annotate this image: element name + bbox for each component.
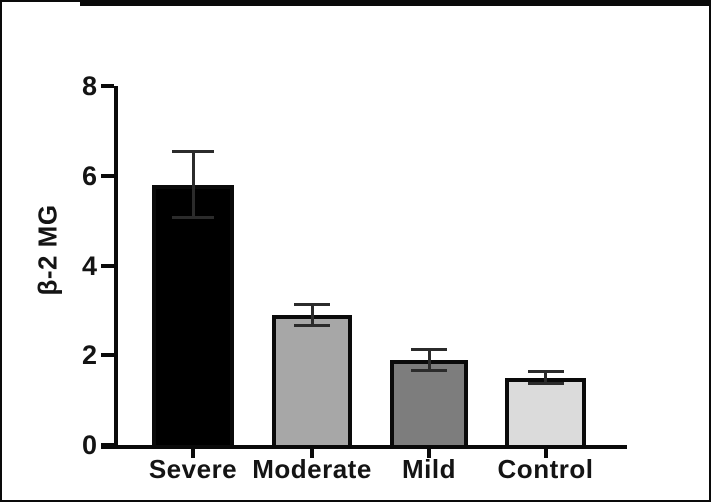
y-tick-label-2: 2 xyxy=(81,340,97,371)
y-tick-4 xyxy=(101,263,114,268)
y-tick-label-0: 0 xyxy=(81,430,97,460)
category-label-control: Control xyxy=(497,454,594,484)
bar-moderate xyxy=(272,314,352,449)
bar-control xyxy=(505,377,586,449)
y-tick-2 xyxy=(101,353,114,358)
bar-mild xyxy=(390,359,468,449)
category-label-moderate: Moderate xyxy=(252,454,372,484)
frame-top-edge xyxy=(80,2,709,6)
error-bar-severe xyxy=(191,151,195,219)
y-tick-8 xyxy=(101,84,114,88)
bar-severe xyxy=(152,184,234,449)
error-cap-bottom-moderate xyxy=(294,324,330,328)
x-tick-control xyxy=(543,449,548,458)
y-axis-spine xyxy=(114,86,118,449)
x-axis-line xyxy=(101,445,627,449)
y-tick-label-8: 8 xyxy=(81,71,97,101)
y-tick-6 xyxy=(101,173,114,178)
y-tick-label-4: 4 xyxy=(81,250,97,281)
error-bar-control xyxy=(544,370,547,385)
x-tick-severe xyxy=(191,449,195,458)
x-tick-moderate xyxy=(310,449,314,458)
category-label-mild: Mild xyxy=(402,454,456,484)
error-cap-top-severe xyxy=(172,150,214,154)
y-tick-label-6: 6 xyxy=(81,160,97,191)
error-bar-mild xyxy=(427,348,431,371)
error-bar-moderate xyxy=(310,303,314,327)
error-cap-bottom-control xyxy=(527,382,564,386)
error-cap-top-mild xyxy=(411,347,447,351)
category-label-severe: Severe xyxy=(148,454,238,484)
error-cap-top-control xyxy=(527,369,564,373)
error-cap-top-moderate xyxy=(294,302,330,306)
error-cap-bottom-severe xyxy=(172,216,214,220)
x-tick-mild xyxy=(427,449,431,458)
error-cap-bottom-mild xyxy=(411,368,447,372)
